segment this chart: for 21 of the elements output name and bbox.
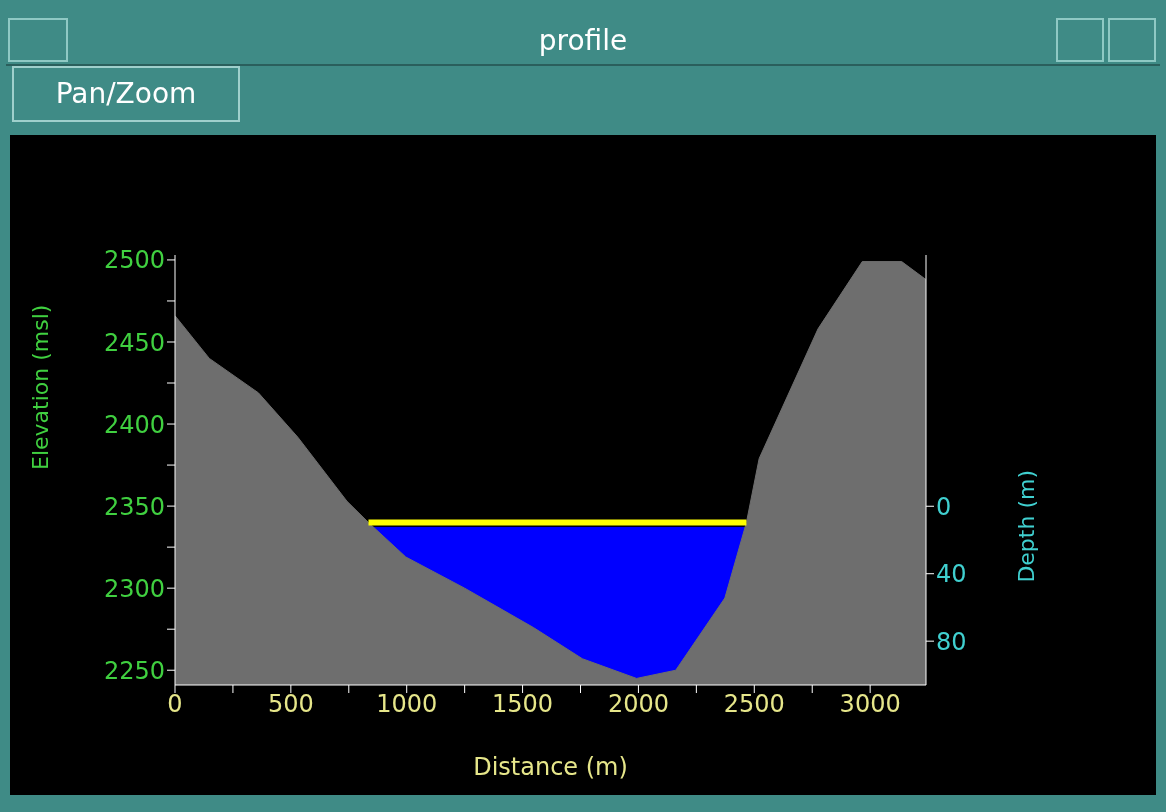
x-tick-label: 0 [167,690,183,719]
y2-tick-label: 0 [936,492,952,521]
x-tick-label: 1000 [376,690,438,719]
x-axis-title: Distance (m) [473,753,628,781]
y2-axis-title: Depth (m) [1013,470,1039,583]
y-tick-label: 2500 [103,246,165,275]
y-tick-label: 2300 [103,574,165,603]
y-tick-label: 2350 [103,492,165,521]
y-tick-label: 2450 [103,328,165,357]
x-tick-label: 1500 [492,690,554,719]
y2-tick-label: 40 [936,560,967,589]
x-tick-label: 500 [267,690,314,719]
y2-tick-label: 80 [936,627,967,656]
chart-title: profile [537,24,629,57]
y-axis-title: Elevation (msl) [27,304,53,470]
x-tick-label: 3000 [839,690,901,719]
x-tick-label: 2000 [607,690,669,719]
y-tick-label: 2250 [103,656,165,685]
x-tick-label: 2500 [723,690,785,719]
y-tick-label: 2400 [103,410,165,439]
text: Pan/Zoom [12,66,240,122]
